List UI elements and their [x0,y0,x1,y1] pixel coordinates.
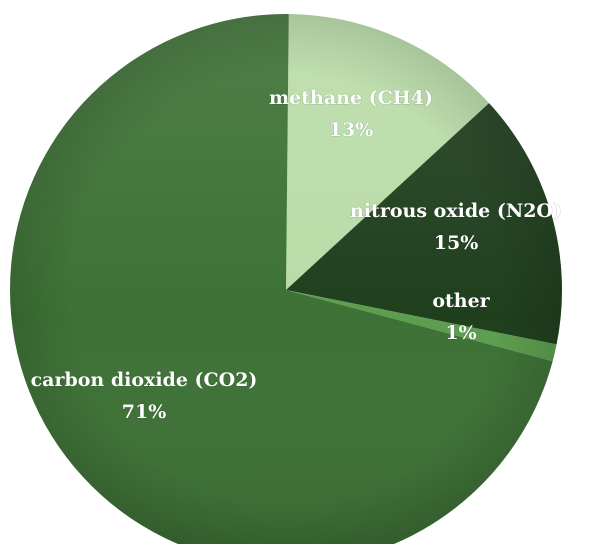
pie-value-nitrous-oxide-n2o: 15% [434,232,479,254]
pie-value-other: 1% [445,322,476,344]
pie-label-methane-ch4: methane (CH4) [269,87,433,109]
pie-label-nitrous-oxide-n2o: nitrous oxide (N2O) [350,200,562,222]
pie-value-methane-ch4: 13% [329,119,374,141]
pie-label-carbon-dioxide-co2: carbon dioxide (CO2) [31,369,258,391]
pie-label-other: other [432,290,490,312]
pie-labels-layer: methane (CH4) 13% nitrous oxide (N2O) 15% ot… [30,87,562,424]
pie-value-carbon-dioxide-co2: 71% [122,401,167,423]
